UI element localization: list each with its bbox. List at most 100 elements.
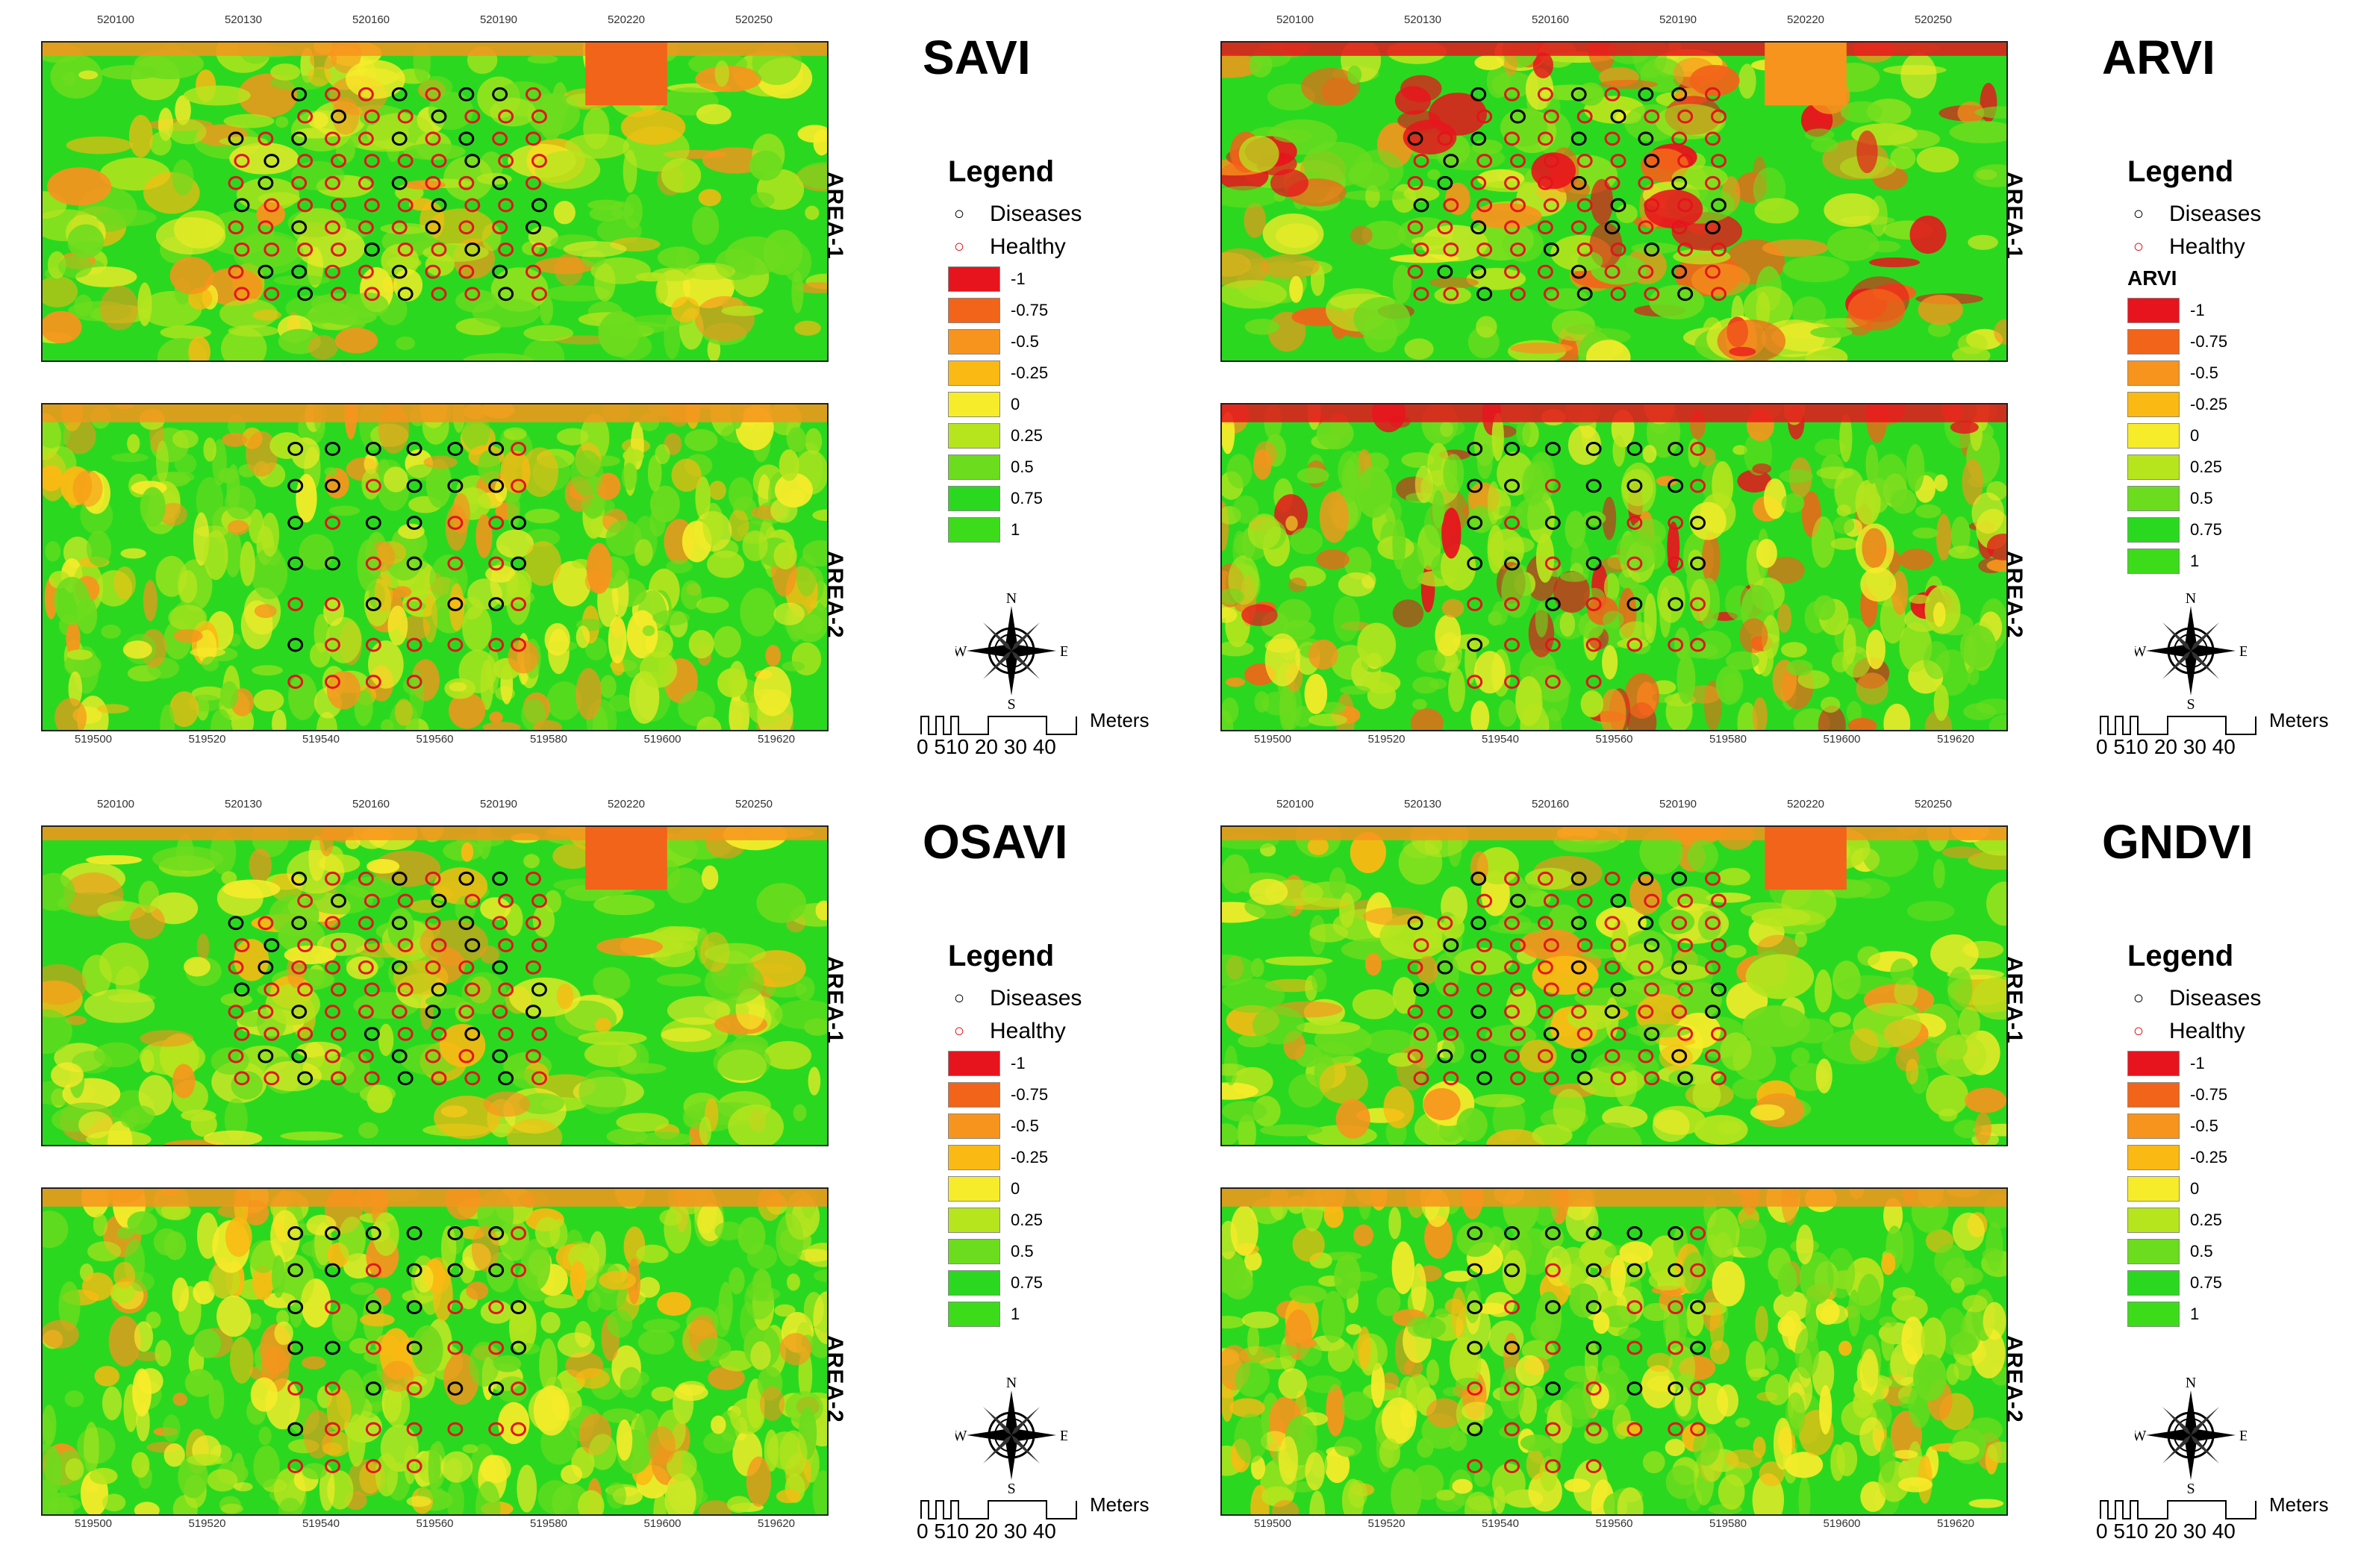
diseased-sample-marker	[287, 556, 304, 571]
diseased-sample-marker	[287, 1300, 304, 1314]
diseased-sample-marker	[1638, 916, 1654, 931]
healthy-sample-marker	[325, 1300, 340, 1314]
healthy-sample-marker	[397, 109, 414, 124]
diseased-sample-marker	[406, 556, 422, 571]
healthy-sample-marker	[1504, 637, 1520, 652]
diseased-sample-marker	[1467, 516, 1483, 530]
healthy-sample-marker	[447, 1300, 464, 1314]
healthy-sample-marker	[1467, 1381, 1483, 1396]
x-tick-label: 520100	[96, 13, 135, 26]
healthy-sample-marker	[325, 871, 340, 886]
area1-x-axis: 520100 520130 520160 520190 520220 520250	[1220, 798, 2008, 820]
legend-title: Legend	[948, 940, 1055, 972]
healthy-sample-marker	[1690, 597, 1706, 611]
healthy-sample-marker	[406, 675, 422, 690]
healthy-sample-marker	[1413, 1071, 1429, 1086]
diseased-sample-marker	[525, 1005, 541, 1019]
healthy-sample-marker	[1705, 1049, 1721, 1063]
diseased-sample-marker	[1576, 1071, 1593, 1086]
diseased-sample-marker	[1604, 1005, 1621, 1019]
index-title: OSAVI	[923, 815, 1068, 869]
diseased-sample-marker	[287, 1263, 304, 1278]
healthy-sample-marker	[1604, 87, 1621, 101]
healthy-sample-marker	[1671, 220, 1688, 235]
diseased-sample-marker	[1470, 1005, 1487, 1019]
area2-map[interactable]	[41, 403, 829, 731]
healthy-sample-marker	[1638, 175, 1654, 190]
diseased-sample-marker	[464, 1026, 481, 1041]
area1-map[interactable]	[41, 825, 829, 1146]
area1-map[interactable]	[41, 41, 829, 362]
diseased-sample-marker	[464, 154, 481, 168]
diseased-sample-marker	[1671, 960, 1688, 975]
diseased-sample-marker	[498, 287, 514, 302]
healthy-sample-marker	[511, 442, 527, 456]
healthy-sample-marker	[1443, 1071, 1459, 1086]
healthy-sample-marker	[1668, 516, 1684, 530]
healthy-sample-marker	[234, 938, 250, 952]
healthy-sample-marker	[525, 264, 541, 279]
diseased-sample-marker	[406, 442, 422, 456]
x-tick-label: 520250	[734, 13, 773, 26]
healthy-sample-marker	[531, 154, 547, 168]
legend-class-label: -0.5	[2190, 363, 2218, 382]
legend-healthy: ○ Healthy	[948, 1015, 1172, 1048]
healthy-sample-marker	[531, 1071, 547, 1086]
legend-class-row: -0.75	[2127, 1079, 2351, 1111]
area1-map[interactable]	[1220, 41, 2008, 362]
legend-class-label: -0.5	[1011, 1116, 1039, 1135]
diseased-sample-marker	[1668, 442, 1684, 456]
area1-map[interactable]	[1220, 825, 2008, 1146]
legend-class-row: -0.5	[2127, 357, 2351, 389]
legend-swatch	[948, 455, 1000, 480]
legend-color-scale: -1 -0.75 -0.5 -0.25 0 0.25 0.5 0.75 1	[2127, 1048, 2351, 1330]
healthy-sample-marker	[498, 154, 514, 168]
healthy-sample-marker	[447, 637, 464, 652]
healthy-sample-marker	[511, 1381, 527, 1396]
legend-swatch	[2127, 517, 2180, 543]
healthy-sample-marker	[325, 516, 340, 530]
healthy-sample-marker	[258, 916, 274, 931]
diseased-sample-marker	[1585, 1340, 1602, 1355]
legend-class-label: 0.75	[2190, 520, 2222, 539]
diseased-sample-marker	[431, 893, 447, 908]
diseased-sample-marker	[1544, 442, 1561, 456]
healthy-sample-marker	[297, 198, 314, 213]
healthy-sample-marker	[406, 1381, 422, 1396]
healthy-sample-marker	[1626, 1300, 1643, 1314]
healthy-sample-marker	[291, 175, 308, 190]
healthy-sample-marker	[531, 1026, 547, 1041]
scale-ticks: 0 510 20 30 40	[917, 1519, 1056, 1543]
area2-map[interactable]	[1220, 1187, 2008, 1516]
diseased-sample-marker	[1638, 87, 1654, 101]
index-panel: 520100 520130 520160 520190 520220 520250 ARE…	[1179, 784, 2358, 1568]
area2-map[interactable]	[41, 1187, 829, 1516]
healthy-sample-marker	[492, 1005, 508, 1019]
x-tick-label: 520100	[1276, 13, 1314, 26]
legend-swatch	[948, 1082, 1000, 1108]
diseased-sample-marker	[1476, 1071, 1493, 1086]
healthy-sample-marker	[287, 675, 304, 690]
diseased-sample-marker	[1467, 1422, 1483, 1437]
area2-map[interactable]	[1220, 403, 2008, 731]
healthy-sample-marker	[1585, 637, 1602, 652]
area2-raster	[1222, 405, 2006, 730]
legend-swatch	[948, 329, 1000, 354]
healthy-sample-marker	[397, 242, 414, 257]
healthy-sample-marker	[1413, 938, 1429, 952]
healthy-sample-marker	[1537, 871, 1553, 886]
legend-color-scale: -1 -0.75 -0.5 -0.25 0 0.25 0.5 0.75 1	[2127, 295, 2351, 577]
area2-label: AREA-2	[823, 1335, 847, 1423]
area1-label: AREA-1	[2002, 956, 2027, 1044]
healthy-sample-marker	[1537, 1049, 1553, 1063]
healthy-sample-marker	[1543, 109, 1559, 124]
diseased-sample-marker	[1443, 154, 1459, 168]
diseased-sample-marker	[1671, 87, 1688, 101]
healthy-sample-marker	[525, 131, 541, 146]
healthy-sample-marker	[1671, 1005, 1688, 1019]
compass-s: S	[1007, 696, 1015, 709]
diseased-sample-marker	[1413, 198, 1429, 213]
diseased-sample-marker	[1668, 1226, 1684, 1240]
healthy-sample-marker	[365, 675, 381, 690]
healthy-sample-marker	[1407, 1005, 1423, 1019]
